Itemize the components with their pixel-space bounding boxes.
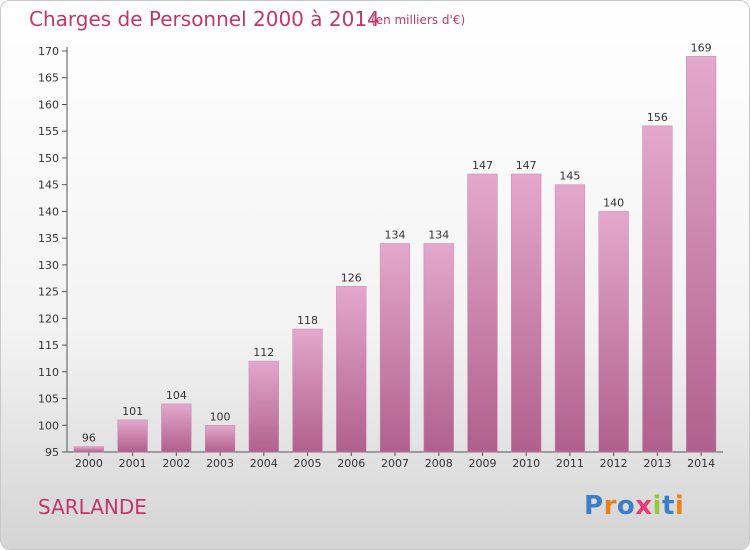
bar-2007 <box>379 243 411 453</box>
y-tick-label: 125 <box>38 286 59 299</box>
bar-2005 <box>292 328 323 453</box>
bar-value-label: 140 <box>603 196 624 209</box>
x-tick-label: 2000 <box>75 457 103 470</box>
bar-value-label: 169 <box>691 41 712 54</box>
bar-2013 <box>642 125 673 453</box>
bar-value-label: 147 <box>516 159 537 172</box>
x-tick-label: 2002 <box>162 457 190 470</box>
x-tick-label: 2011 <box>556 457 584 470</box>
y-tick-label: 160 <box>38 98 59 111</box>
bar-2009 <box>467 173 498 453</box>
proxiti-logo[interactable]: Proxiti <box>584 491 684 521</box>
y-tick-label: 140 <box>38 205 59 218</box>
x-tick-label: 2001 <box>119 457 147 470</box>
bar-value-label: 100 <box>210 410 231 423</box>
x-tick-label: 2003 <box>206 457 234 470</box>
logo-letter: P <box>584 491 604 521</box>
x-tick-label: 2010 <box>512 457 540 470</box>
y-tick-label: 170 <box>38 45 59 58</box>
x-tick-label: 2005 <box>294 457 322 470</box>
bar-value-label: 134 <box>428 228 449 241</box>
y-tick-label: 95 <box>45 446 59 459</box>
x-tick-label: 2008 <box>425 457 453 470</box>
bar-value-label: 96 <box>82 432 96 445</box>
bar-value-label: 156 <box>647 111 668 124</box>
bar-2002 <box>161 403 192 453</box>
chart-title: Charges de Personnel 2000 à 2014 <box>29 7 380 31</box>
bar-2006 <box>336 286 367 453</box>
bar-value-label: 134 <box>385 228 406 241</box>
x-tick-label: 2009 <box>468 457 496 470</box>
y-tick-label: 145 <box>38 179 59 192</box>
bar-2000 <box>73 446 104 453</box>
x-tick-label: 2013 <box>643 457 671 470</box>
x-tick-label: 2004 <box>250 457 278 470</box>
x-tick-label: 2006 <box>337 457 365 470</box>
logo-letter: r <box>603 491 617 521</box>
logo-letter: t <box>661 491 675 521</box>
y-tick-label: 105 <box>38 393 59 406</box>
bar-value-label: 147 <box>472 159 493 172</box>
bar-2011 <box>554 184 586 453</box>
bar-value-label: 126 <box>341 271 362 284</box>
y-tick-label: 130 <box>38 259 59 272</box>
y-tick-label: 155 <box>38 125 59 138</box>
place-name: SARLANDE <box>38 495 147 519</box>
bar-value-label: 118 <box>297 314 318 327</box>
logo-letter: x <box>635 491 653 521</box>
bar-2012 <box>598 211 629 453</box>
bar-2008 <box>423 243 454 453</box>
bar-value-label: 104 <box>166 389 187 402</box>
x-tick-label: 2007 <box>381 457 409 470</box>
logo-letter: o <box>616 491 636 521</box>
bar-value-label: 112 <box>253 346 274 359</box>
x-tick-label: 2014 <box>687 457 715 470</box>
y-tick-label: 115 <box>38 339 59 352</box>
y-tick-label: 135 <box>38 232 59 245</box>
logo-letter: i <box>674 491 685 521</box>
bar-2001 <box>117 419 148 453</box>
y-tick-label: 165 <box>38 72 59 85</box>
bar-value-label: 101 <box>122 405 143 418</box>
x-tick-label: 2012 <box>600 457 628 470</box>
bar-2014 <box>686 56 717 453</box>
bar-value-label: 145 <box>559 170 580 183</box>
y-tick-label: 150 <box>38 152 59 165</box>
logo-letter: i <box>652 491 662 521</box>
bar-2010 <box>511 173 542 453</box>
y-tick-label: 110 <box>38 366 59 379</box>
bar-2004 <box>248 360 279 453</box>
y-tick-label: 120 <box>38 312 59 325</box>
bar-2003 <box>204 425 236 453</box>
y-tick-label: 100 <box>38 419 59 432</box>
chart-subtitle: (en milliers d'€) <box>371 13 466 27</box>
